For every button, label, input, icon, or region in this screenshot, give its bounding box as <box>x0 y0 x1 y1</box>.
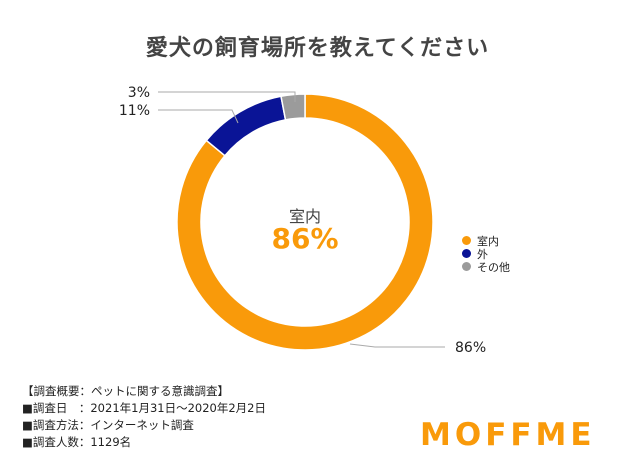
center-value: 86% <box>271 222 339 255</box>
data-label-other: 3% <box>128 85 150 101</box>
legend-swatch-other <box>462 262 471 271</box>
legend-swatch-outdoor <box>462 249 471 258</box>
legend-label-outdoor: 外 <box>477 247 488 261</box>
survey-count: ■調査人数：1129名 <box>22 435 132 449</box>
legend-item-indoor: 室内 <box>462 234 510 248</box>
slice-indoor <box>176 93 434 351</box>
brand-logo: MOFFME <box>420 417 596 453</box>
survey-summary: 【調査概要：ペットに関する意識調査】 <box>22 384 229 398</box>
center-label: 室内 <box>288 207 321 226</box>
legend-swatch-indoor <box>462 236 471 245</box>
slice-other <box>280 93 306 121</box>
legend-item-outdoor: 外 <box>462 247 510 261</box>
leader-line-indoor <box>349 343 445 348</box>
donut-chart: 86% 11% 3% <box>119 85 486 356</box>
legend-label-indoor: 室内 <box>477 234 499 248</box>
legend-label-other: その他 <box>477 260 510 274</box>
slice-outdoor <box>205 95 287 157</box>
leader-line-other <box>158 91 296 102</box>
data-label-indoor: 86% <box>455 340 486 356</box>
chart-legend: 室内 外 その他 <box>462 234 510 274</box>
chart-title: 愛犬の飼育場所を教えてください <box>145 36 490 61</box>
survey-method: ■調査方法：インターネット調査 <box>22 418 194 432</box>
survey-date: ■調査日 ：2021年1月31日〜2020年2月2日 <box>22 401 266 415</box>
legend-item-other: その他 <box>462 260 510 274</box>
leader-line-outdoor <box>158 109 239 124</box>
survey-info: 【調査概要：ペットに関する意識調査】 ■調査日 ：2021年1月31日〜2020… <box>22 383 266 451</box>
data-label-outdoor: 11% <box>119 103 150 119</box>
